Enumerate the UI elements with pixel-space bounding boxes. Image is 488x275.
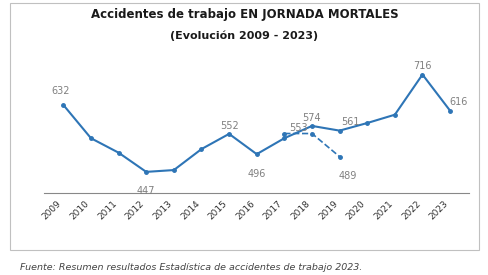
Text: 553: 553 [288, 123, 307, 133]
Text: 447: 447 [137, 186, 155, 196]
Text: (Evolución 2009 - 2023): (Evolución 2009 - 2023) [170, 30, 318, 41]
Text: 574: 574 [302, 112, 321, 123]
Text: 561: 561 [341, 117, 359, 127]
Text: 489: 489 [338, 171, 356, 181]
Text: Fuente: Resumen resultados Estadística de accidentes de trabajo 2023.: Fuente: Resumen resultados Estadística d… [20, 263, 361, 272]
Text: 716: 716 [412, 61, 431, 71]
Text: 616: 616 [448, 97, 467, 108]
Text: 496: 496 [247, 169, 265, 178]
Legend: Mortales, Solo asalariados: Mortales, Solo asalariados [140, 272, 373, 275]
Text: 552: 552 [219, 120, 238, 131]
Text: 632: 632 [51, 86, 70, 96]
Text: Accidentes de trabajo EN JORNADA MORTALES: Accidentes de trabajo EN JORNADA MORTALE… [90, 8, 398, 21]
